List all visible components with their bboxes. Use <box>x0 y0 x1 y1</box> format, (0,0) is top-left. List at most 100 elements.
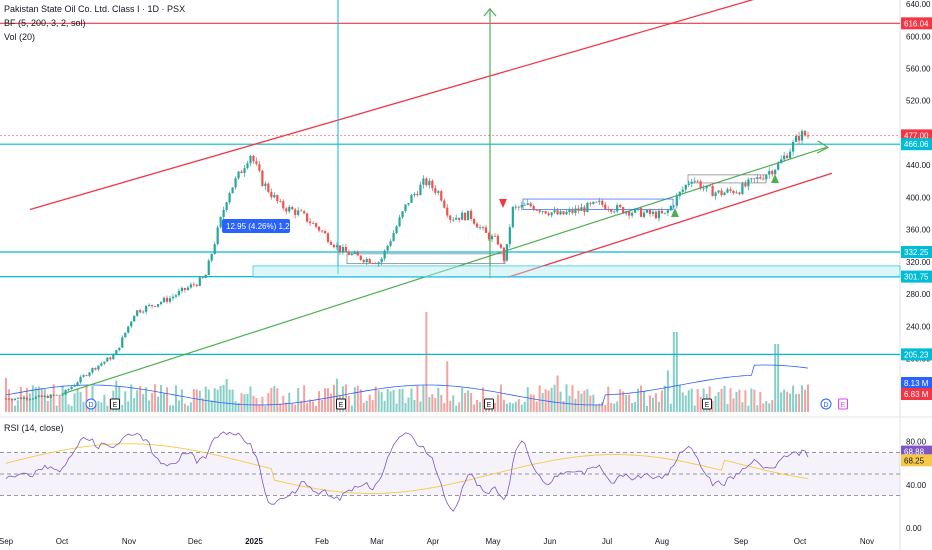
volume-bar <box>142 394 145 412</box>
candle-body <box>64 389 67 395</box>
volume-bar <box>324 388 327 412</box>
volume-bar <box>678 384 681 412</box>
rsi-tag <box>901 454 932 467</box>
candle-body <box>115 350 118 355</box>
event-marker-label: E <box>841 402 846 409</box>
drawing-tools[interactable]: 12.95 (4.26%) 1,295 <box>0 0 901 395</box>
candle-body <box>124 332 127 338</box>
indicator-bf-label[interactable]: BF (5, 200, 3, 2, sol) <box>4 18 86 28</box>
candle-body <box>228 193 231 203</box>
volume-bars <box>5 312 809 412</box>
volume-bar <box>604 404 607 412</box>
volume-bar <box>395 403 398 412</box>
volume-bar <box>148 400 151 412</box>
volume-bar <box>291 403 294 412</box>
volume-bar <box>329 393 332 412</box>
candle-body <box>58 394 61 396</box>
volume-bar <box>49 394 52 412</box>
volume-bar <box>747 405 750 412</box>
volume-bar <box>392 389 395 412</box>
candle-body <box>625 211 628 214</box>
candle-body <box>777 163 780 170</box>
volume-bar <box>228 389 231 412</box>
candle-body <box>598 200 601 203</box>
candle-body <box>541 211 544 212</box>
candle-body <box>666 210 669 213</box>
candle-body <box>317 226 321 231</box>
volume-bar <box>19 386 22 412</box>
volume-bar <box>628 394 631 412</box>
volume-bar <box>362 402 365 412</box>
candle-body <box>628 211 631 216</box>
target-arrow-head <box>483 7 497 17</box>
volume-bar <box>347 395 350 412</box>
candle-body <box>645 209 649 213</box>
candle-body <box>654 211 658 219</box>
volume-bar <box>183 403 186 412</box>
volume-bar <box>10 398 13 412</box>
volume-bar <box>496 394 499 412</box>
volume-bar <box>171 405 174 412</box>
candle-body <box>419 184 422 196</box>
volume-bar <box>198 390 201 412</box>
volume-bar <box>216 389 219 412</box>
volume-bar <box>780 392 783 412</box>
candle-body <box>774 169 777 175</box>
volume-bar <box>177 400 180 412</box>
volume-bar <box>297 387 300 412</box>
volume-bar <box>502 399 505 412</box>
candle-body <box>562 211 565 215</box>
candle-body <box>678 191 681 197</box>
candle-body <box>350 253 353 255</box>
candle-body <box>708 185 711 187</box>
candle-body <box>127 326 130 333</box>
candle-body <box>311 223 315 224</box>
volume-bar <box>654 393 657 412</box>
candle-body <box>672 205 675 207</box>
candle-body <box>323 231 327 234</box>
candle-body <box>595 201 598 203</box>
candle-body <box>103 361 106 364</box>
volume-bar <box>443 403 446 412</box>
candle-body <box>52 394 55 396</box>
candle-body <box>243 168 246 174</box>
volume-bar <box>711 400 714 412</box>
volume-bar <box>565 384 568 412</box>
volume-bar <box>344 384 347 412</box>
price-tag-label: 332.25 <box>904 248 929 257</box>
x-tick-label: Mar <box>370 537 384 546</box>
volume-bar <box>523 401 526 412</box>
volume-bar <box>219 385 222 412</box>
volume-bar <box>285 402 288 412</box>
candle-body <box>511 206 514 228</box>
candle-body <box>592 201 595 204</box>
volume-bar <box>103 394 106 412</box>
volume-bar <box>699 396 702 412</box>
candle-body <box>568 209 571 213</box>
volume-bar <box>517 399 520 412</box>
volume-bar <box>452 395 455 412</box>
event-marker-label: E <box>705 402 710 409</box>
volume-bar <box>371 400 374 412</box>
indicator-volume-label[interactable]: Vol (20) <box>4 32 36 42</box>
candle-body <box>550 212 553 216</box>
volume-bar <box>195 389 198 412</box>
candle-body <box>67 389 70 390</box>
rsi-tick-label: 80.00 <box>906 438 927 447</box>
candle-body <box>526 203 529 205</box>
volume-bar <box>374 386 377 412</box>
volume-bar <box>437 387 440 412</box>
candle-body <box>428 180 431 186</box>
indicator-rsi-label[interactable]: RSI (14, close) <box>4 423 64 433</box>
candle-body <box>535 209 538 211</box>
candle-body <box>43 395 46 397</box>
volume-bar <box>40 388 43 412</box>
x-tick-label: Sep <box>0 537 14 546</box>
candle-body <box>273 195 276 198</box>
candle-body <box>538 210 541 212</box>
candle-body <box>252 155 255 162</box>
candle-body <box>192 284 195 286</box>
volume-bar <box>225 378 228 412</box>
